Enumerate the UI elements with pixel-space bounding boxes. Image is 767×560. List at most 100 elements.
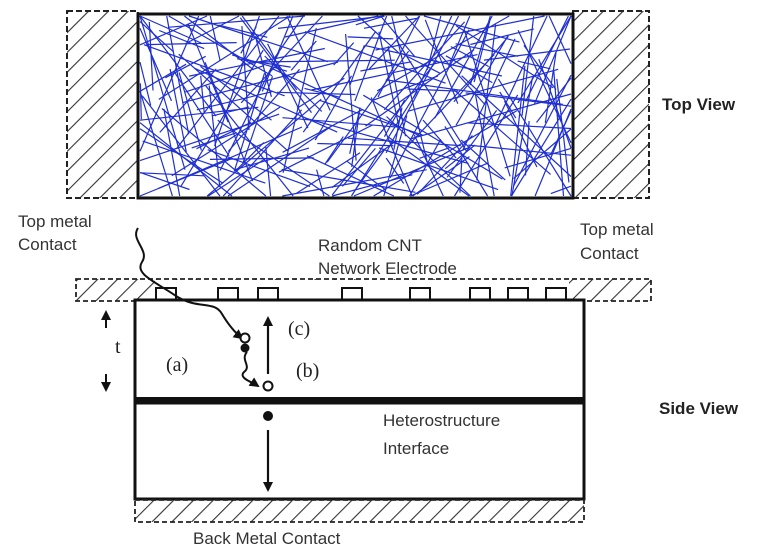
- cnt-bump: [341, 287, 363, 301]
- cnt-strand: [282, 109, 363, 153]
- cnt-strand: [412, 156, 470, 197]
- cnt-strand: [405, 15, 486, 106]
- cnt-strand: [483, 48, 571, 61]
- cnt-strand: [209, 15, 221, 62]
- cnt-electrode-label-2: Network Electrode: [318, 259, 457, 278]
- cnt-strand: [360, 61, 412, 72]
- cnt-strand: [391, 15, 429, 167]
- cnt-strand: [453, 89, 551, 175]
- top-metal-right-label-2: Contact: [580, 244, 639, 263]
- cnt-strand: [200, 65, 272, 121]
- cnt-bump: [217, 287, 239, 301]
- cnt-strand: [139, 15, 208, 46]
- cnt-strand: [510, 65, 526, 197]
- electron-carrier: [240, 343, 250, 353]
- cnt-strand: [139, 171, 190, 191]
- top-metal-right-label-1: Top metal: [580, 220, 654, 239]
- cnt-strand: [412, 15, 453, 98]
- heterostructure-interface-line: [135, 397, 584, 404]
- cnt-strand: [378, 147, 499, 191]
- cnt-strand: [533, 15, 572, 105]
- cnt-strand: [241, 15, 298, 91]
- cnt-strand: [185, 15, 240, 45]
- cnt-strand: [521, 15, 535, 116]
- cnt-strand: [282, 169, 427, 197]
- cnt-strand: [556, 78, 570, 183]
- cnt-strand: [524, 120, 530, 176]
- cnt-strand: [139, 15, 200, 152]
- cnt-strand: [434, 15, 493, 119]
- cnt-strand: [419, 147, 450, 159]
- cnt-strand: [553, 71, 565, 197]
- cnt-strand: [211, 106, 250, 117]
- cnt-strand: [139, 21, 174, 53]
- side-view-diagram: [75, 227, 652, 523]
- cnt-strand: [194, 67, 338, 133]
- cnt-strand: [364, 44, 503, 77]
- cnt-strand: [163, 108, 181, 197]
- cnt-strand: [363, 17, 417, 29]
- cnt-strand: [142, 140, 266, 184]
- hole-at-interface: [262, 380, 274, 392]
- cnt-strand: [331, 59, 438, 196]
- cnt-strand: [499, 91, 517, 119]
- cnt-strand: [277, 15, 384, 29]
- cnt-strand: [178, 53, 289, 152]
- cnt-strand: [341, 148, 376, 187]
- cnt-bump: [469, 287, 491, 301]
- cnt-strand: [241, 26, 250, 131]
- cnt-strand: [447, 15, 471, 67]
- top-view-right-contact: [572, 10, 650, 199]
- cnt-strand: [235, 142, 265, 172]
- cnt-strand: [139, 83, 142, 120]
- cnt-strand: [470, 28, 534, 46]
- cnt-strand: [169, 68, 187, 153]
- cnt-strand: [240, 15, 323, 104]
- cnt-strand: [234, 147, 310, 171]
- thickness-label: t: [115, 336, 121, 358]
- cnt-strand: [139, 113, 280, 162]
- cnt-strand: [347, 36, 394, 40]
- cnt-strand: [355, 15, 385, 26]
- cnt-strand: [204, 84, 294, 197]
- cnt-strand: [222, 109, 303, 197]
- cnt-strand: [247, 59, 395, 63]
- recombination-path: [241, 351, 260, 388]
- cnt-strand: [455, 34, 509, 126]
- cnt-bump: [545, 287, 567, 301]
- carrier-path-squiggle: [135, 227, 244, 340]
- interface-label-2: Interface: [383, 439, 450, 458]
- cnt-strand: [314, 75, 353, 141]
- cnt-strand: [295, 152, 361, 195]
- cnt-strand: [139, 157, 233, 197]
- back-metal-contact-label: Back Metal Contact: [193, 529, 341, 548]
- cnt-strand: [281, 168, 416, 193]
- cnt-strand: [444, 144, 476, 170]
- cnt-strand: [504, 147, 572, 169]
- cnt-strand: [139, 15, 202, 44]
- cnt-strand: [548, 15, 572, 64]
- cnt-strand: [410, 162, 489, 197]
- cnt-strand: [345, 33, 357, 161]
- cnt-strand: [304, 31, 446, 84]
- cnt-strand: [139, 63, 187, 92]
- back-metal-contact-strip: [134, 499, 585, 523]
- cnt-strand: [353, 146, 470, 197]
- cnt-strand: [395, 39, 468, 153]
- cnt-strand: [143, 44, 285, 97]
- cnt-strand: [311, 54, 478, 91]
- cnt-strand: [148, 21, 154, 91]
- cnt-strand: [141, 95, 221, 197]
- path-a-label: (a): [166, 354, 189, 376]
- cnt-strand: [544, 52, 557, 123]
- cnt-strand: [178, 72, 202, 151]
- cnt-strand: [525, 15, 569, 102]
- cnt-strand: [463, 29, 511, 177]
- upper-layer: [133, 298, 586, 402]
- path-c-label: (c): [288, 318, 311, 340]
- cnt-strand: [286, 15, 331, 111]
- cnt-strand: [354, 15, 388, 102]
- cnt-strand: [409, 138, 442, 197]
- cnt-bump: [257, 287, 279, 301]
- cnt-strand: [389, 29, 470, 179]
